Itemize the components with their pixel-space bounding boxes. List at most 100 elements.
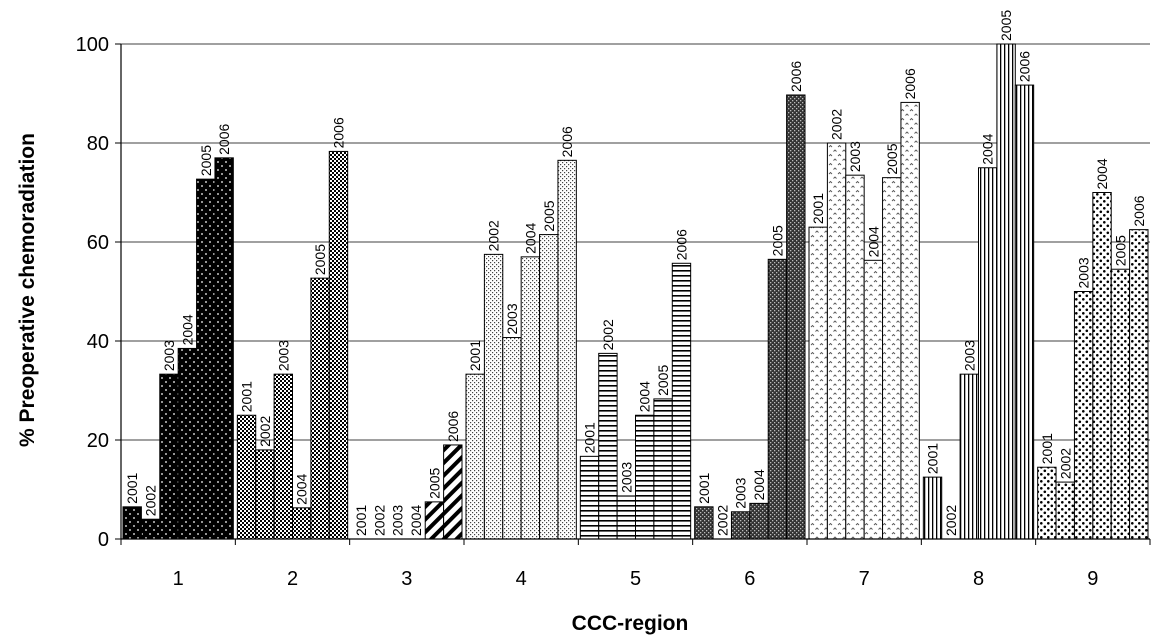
bar-label: 2006	[1131, 195, 1147, 226]
x-tick-label: 7	[859, 568, 870, 590]
bar-label: 2005	[426, 468, 442, 499]
bar	[786, 94, 806, 540]
axes: 0 20 40 60 80 100 1 2 3 4 5 6 7 8 9	[76, 34, 1151, 590]
bar-label: 2005	[884, 143, 900, 174]
x-tick-label: 6	[744, 568, 755, 590]
bar	[1110, 268, 1131, 540]
bar-label: 2004	[865, 226, 881, 257]
bar-label: 2004	[1094, 158, 1110, 189]
bar	[273, 373, 294, 540]
bar	[1073, 291, 1094, 540]
bar	[328, 150, 349, 540]
bar	[653, 398, 673, 540]
x-tick-label: 1	[173, 568, 184, 590]
bar	[557, 159, 577, 540]
bar	[749, 502, 769, 540]
bar-label: 2001	[582, 422, 598, 453]
bar	[1037, 466, 1057, 540]
bar-label: 2004	[522, 222, 538, 253]
x-tick-label: 2	[287, 568, 298, 590]
bar-label: 2005	[998, 10, 1014, 41]
y-tick-label: 20	[87, 430, 109, 452]
bar	[863, 259, 884, 540]
bar-label: 2002	[943, 505, 959, 536]
x-axis-title: CCC-region	[572, 612, 689, 635]
bar-label: 2004	[637, 381, 653, 412]
bar-label: 2006	[559, 126, 575, 157]
bar-label: 2002	[600, 319, 616, 350]
bar	[1092, 192, 1112, 540]
bar-label: 2004	[408, 505, 424, 536]
bar-label: 2005	[198, 145, 214, 176]
bar	[767, 258, 788, 540]
bar-label: 2002	[371, 505, 387, 536]
bar-label: 2002	[829, 109, 845, 140]
bar	[978, 167, 998, 540]
bar	[616, 495, 636, 540]
bar	[443, 444, 463, 540]
x-tick-label: 8	[973, 568, 984, 590]
bar-label: 2002	[257, 416, 273, 447]
bars	[122, 43, 1149, 540]
bar	[1014, 84, 1035, 540]
bar-label: 2006	[216, 123, 232, 154]
bar-label: 2005	[769, 225, 785, 256]
x-tick-label: 4	[516, 568, 527, 590]
bar-label: 2002	[486, 220, 502, 251]
bar	[236, 414, 257, 540]
bar-label: 2005	[655, 365, 671, 396]
bar-label: 2003	[618, 462, 634, 493]
bar-label: 2004	[980, 133, 996, 164]
y-tick-label: 100	[76, 34, 109, 56]
bar-label: 2003	[161, 340, 177, 371]
bar	[177, 347, 198, 540]
bar	[310, 277, 330, 540]
bar-label: 2005	[1112, 235, 1128, 266]
bar	[808, 226, 828, 540]
bar-label: 2001	[696, 472, 712, 503]
bar	[671, 262, 692, 540]
bar-label: 2005	[541, 200, 557, 231]
bar-label: 2004	[751, 469, 767, 500]
bar-label: 2003	[390, 505, 406, 536]
bar-label: 2004	[179, 314, 195, 345]
bar-label: 2004	[294, 473, 310, 504]
bar	[959, 373, 979, 540]
bar-label: 2006	[788, 61, 804, 92]
x-tick-label: 5	[630, 568, 641, 590]
bar	[996, 43, 1016, 540]
bar	[483, 253, 504, 540]
bar	[214, 157, 234, 540]
bar-label: 2006	[1016, 51, 1032, 82]
bar-label: 2006	[330, 117, 346, 148]
bar	[292, 507, 312, 540]
y-tick-label: 80	[87, 133, 109, 155]
bar-label: 2002	[143, 485, 159, 516]
bar	[1055, 481, 1075, 540]
bar	[502, 337, 522, 540]
y-axis-title: % Preoperative chemoradiation	[16, 133, 39, 447]
bar-label: 2003	[1076, 257, 1092, 288]
bar	[900, 101, 920, 540]
bar-label: 2006	[445, 411, 461, 442]
bar	[635, 414, 655, 540]
bar	[122, 506, 142, 540]
bar	[694, 506, 714, 540]
bar	[826, 142, 847, 540]
bar	[579, 455, 600, 540]
bar-label: 2001	[124, 472, 140, 503]
bar-label: 2006	[902, 68, 918, 99]
bar-label: 2003	[275, 340, 291, 371]
bar-label: 2001	[1039, 433, 1055, 464]
bar	[159, 373, 179, 540]
bar-label: 2001	[925, 443, 941, 474]
bar	[1129, 229, 1149, 540]
bar	[465, 373, 485, 540]
bar-labels: 2001 200220032004200520062001200220032004…	[124, 10, 1147, 536]
bar	[520, 256, 541, 540]
bar	[922, 476, 943, 540]
bar	[196, 178, 216, 540]
bar-label: 2003	[504, 303, 520, 334]
y-tick-label: 0	[98, 529, 109, 551]
